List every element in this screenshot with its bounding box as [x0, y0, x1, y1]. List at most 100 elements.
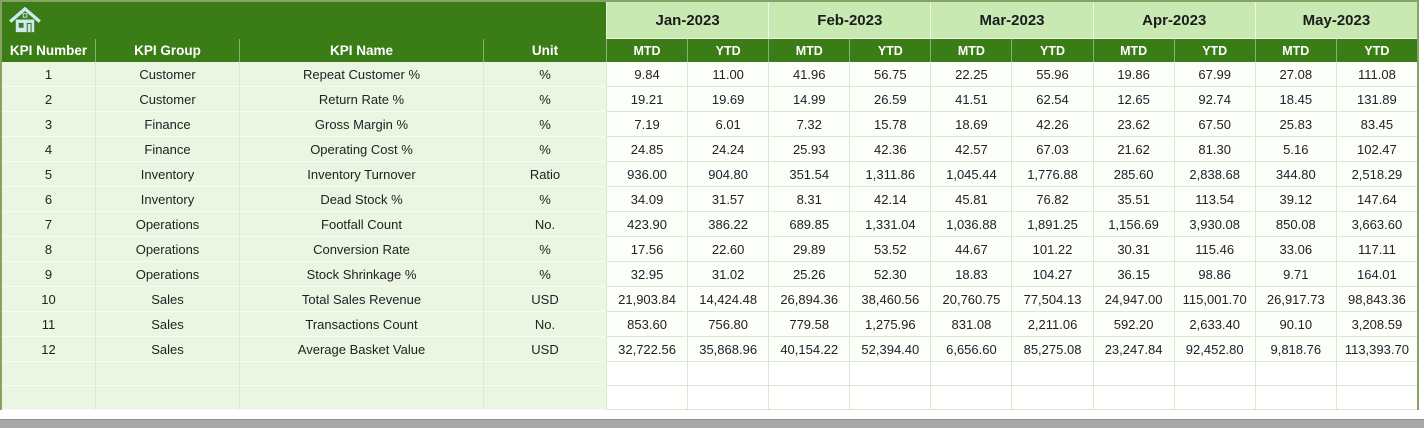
value-cell[interactable]: 98,843.36: [1336, 287, 1417, 312]
value-cell[interactable]: 36.15: [1093, 262, 1175, 287]
kpi-group-cell[interactable]: Inventory: [96, 187, 240, 212]
subheader-cell-mtd[interactable]: MTD: [769, 39, 851, 62]
kpi-group-cell[interactable]: Operations: [96, 262, 240, 287]
value-cell[interactable]: 3,930.08: [1174, 212, 1256, 237]
value-cell[interactable]: 423.90: [607, 212, 689, 237]
value-cell[interactable]: 8.31: [769, 187, 851, 212]
empty-value-cell[interactable]: [1255, 362, 1337, 386]
empty-value-cell[interactable]: [1012, 362, 1094, 386]
value-cell[interactable]: 62.54: [1012, 87, 1094, 112]
kpi-name-cell[interactable]: Dead Stock %: [240, 187, 484, 212]
kpi-name-cell[interactable]: Operating Cost %: [240, 137, 484, 162]
value-cell[interactable]: 27.08: [1255, 62, 1337, 87]
value-cell[interactable]: 23,247.84: [1093, 337, 1175, 362]
kpi-group-cell[interactable]: Finance: [96, 137, 240, 162]
empty-value-cell[interactable]: [1336, 362, 1417, 386]
kpi-name-cell[interactable]: Footfall Count: [240, 212, 484, 237]
home-icon[interactable]: [9, 5, 41, 36]
kpi-name-cell[interactable]: Conversion Rate: [240, 237, 484, 262]
empty-left-cell[interactable]: [240, 362, 484, 386]
empty-value-cell[interactable]: [1093, 362, 1175, 386]
value-cell[interactable]: 850.08: [1255, 212, 1337, 237]
value-cell[interactable]: 30.31: [1093, 237, 1175, 262]
kpi-number-cell[interactable]: 7: [2, 212, 96, 237]
horizontal-scrollbar[interactable]: [0, 419, 1424, 428]
value-cell[interactable]: 2,838.68: [1174, 162, 1256, 187]
value-cell[interactable]: 40,154.22: [769, 337, 851, 362]
value-cell[interactable]: 1,045.44: [931, 162, 1013, 187]
value-cell[interactable]: 164.01: [1336, 262, 1417, 287]
value-cell[interactable]: 44.67: [931, 237, 1013, 262]
value-cell[interactable]: 7.19: [607, 112, 689, 137]
value-cell[interactable]: 53.52: [850, 237, 932, 262]
value-cell[interactable]: 25.26: [769, 262, 851, 287]
value-cell[interactable]: 115,001.70: [1174, 287, 1256, 312]
kpi-group-cell[interactable]: Operations: [96, 212, 240, 237]
value-cell[interactable]: 101.22: [1012, 237, 1094, 262]
kpi-number-cell[interactable]: 1: [2, 62, 96, 87]
empty-value-cell[interactable]: [607, 386, 689, 410]
value-cell[interactable]: 18.83: [931, 262, 1013, 287]
empty-value-cell[interactable]: [1255, 386, 1337, 410]
value-cell[interactable]: 90.10: [1255, 312, 1337, 337]
value-cell[interactable]: 26,917.73: [1255, 287, 1337, 312]
value-cell[interactable]: 1,331.04: [850, 212, 932, 237]
value-cell[interactable]: 14,424.48: [688, 287, 770, 312]
value-cell[interactable]: 52.30: [850, 262, 932, 287]
value-cell[interactable]: 3,208.59: [1336, 312, 1417, 337]
value-cell[interactable]: 31.57: [688, 187, 770, 212]
kpi-name-cell[interactable]: Repeat Customer %: [240, 62, 484, 87]
value-cell[interactable]: 31.02: [688, 262, 770, 287]
value-cell[interactable]: 92,452.80: [1174, 337, 1256, 362]
subheader-cell-ytd[interactable]: YTD: [1174, 39, 1256, 62]
value-cell[interactable]: 285.60: [1093, 162, 1175, 187]
kpi-number-cell[interactable]: 5: [2, 162, 96, 187]
value-cell[interactable]: 11.00: [688, 62, 770, 87]
month-header-cell[interactable]: Mar-2023: [931, 2, 1094, 39]
unit-cell[interactable]: %: [484, 237, 607, 262]
value-cell[interactable]: 21,903.84: [607, 287, 689, 312]
kpi-number-cell[interactable]: 2: [2, 87, 96, 112]
kpi-number-cell[interactable]: 10: [2, 287, 96, 312]
kpi-number-cell[interactable]: 11: [2, 312, 96, 337]
kpi-number-cell[interactable]: 8: [2, 237, 96, 262]
value-cell[interactable]: 6,656.60: [931, 337, 1013, 362]
month-header-cell[interactable]: Jan-2023: [607, 2, 770, 39]
value-cell[interactable]: 19.69: [688, 87, 770, 112]
value-cell[interactable]: 344.80: [1255, 162, 1337, 187]
column-header-cell[interactable]: KPI Number: [2, 39, 96, 62]
value-cell[interactable]: 98.86: [1174, 262, 1256, 287]
value-cell[interactable]: 17.56: [607, 237, 689, 262]
empty-value-cell[interactable]: [1093, 386, 1175, 410]
kpi-group-cell[interactable]: Sales: [96, 287, 240, 312]
empty-value-cell[interactable]: [850, 362, 932, 386]
value-cell[interactable]: 39.12: [1255, 187, 1337, 212]
subheader-cell-ytd[interactable]: YTD: [850, 39, 932, 62]
value-cell[interactable]: 35.51: [1093, 187, 1175, 212]
empty-value-cell[interactable]: [769, 362, 851, 386]
value-cell[interactable]: 56.75: [850, 62, 932, 87]
value-cell[interactable]: 113,393.70: [1336, 337, 1417, 362]
value-cell[interactable]: 853.60: [607, 312, 689, 337]
empty-left-cell[interactable]: [96, 386, 240, 410]
subheader-cell-ytd[interactable]: YTD: [688, 39, 770, 62]
value-cell[interactable]: 55.96: [1012, 62, 1094, 87]
empty-left-cell[interactable]: [2, 362, 96, 386]
value-cell[interactable]: 85,275.08: [1012, 337, 1094, 362]
empty-value-cell[interactable]: [688, 362, 770, 386]
value-cell[interactable]: 20,760.75: [931, 287, 1013, 312]
value-cell[interactable]: 33.06: [1255, 237, 1337, 262]
value-cell[interactable]: 2,211.06: [1012, 312, 1094, 337]
value-cell[interactable]: 67.99: [1174, 62, 1256, 87]
empty-left-cell[interactable]: [484, 362, 607, 386]
value-cell[interactable]: 1,275.96: [850, 312, 932, 337]
kpi-number-cell[interactable]: 4: [2, 137, 96, 162]
empty-left-cell[interactable]: [2, 386, 96, 410]
value-cell[interactable]: 19.86: [1093, 62, 1175, 87]
month-header-cell[interactable]: Feb-2023: [769, 2, 932, 39]
unit-cell[interactable]: %: [484, 62, 607, 87]
column-header-cell[interactable]: KPI Name: [240, 39, 484, 62]
value-cell[interactable]: 1,311.86: [850, 162, 932, 187]
kpi-number-cell[interactable]: 6: [2, 187, 96, 212]
value-cell[interactable]: 42.14: [850, 187, 932, 212]
